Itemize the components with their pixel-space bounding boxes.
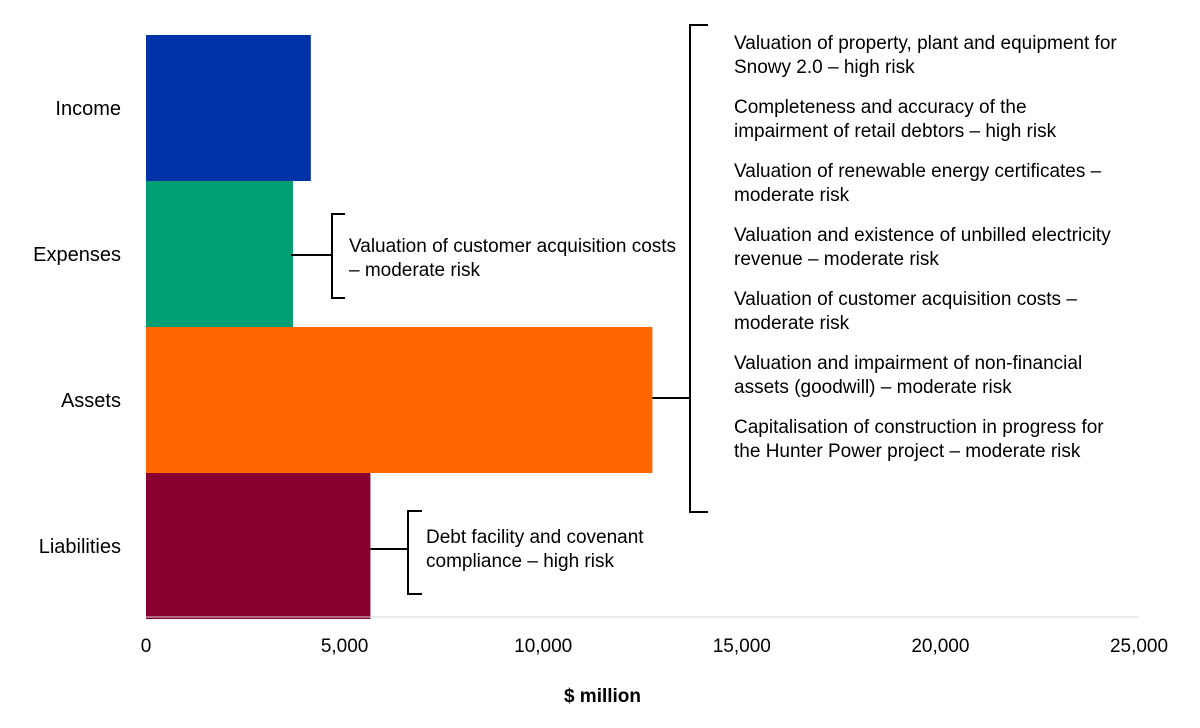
x-tick-label: 0 [141, 636, 152, 657]
x-tick-label: 20,000 [911, 636, 969, 657]
x-tick-label: 15,000 [713, 636, 771, 657]
bar-liabilities [146, 473, 371, 619]
expenses-annotation: Valuation of customer acquisition costs … [349, 235, 679, 283]
x-tick-label: 10,000 [514, 636, 572, 657]
assets-bracket [652, 24, 708, 513]
x-axis-title: $ million [564, 686, 641, 707]
category-label-assets: Assets [61, 390, 121, 412]
category-label-expenses: Expenses [33, 244, 121, 266]
assets-risk-item: Valuation and impairment of non-financia… [734, 353, 1083, 398]
liabilities-bracket [370, 510, 422, 595]
x-tick-label: 25,000 [1110, 636, 1168, 657]
bar-assets [146, 327, 653, 473]
assets-risk-item: Valuation of customer acquisition costs … [734, 289, 1077, 334]
assets-annotation: Valuation of property, plant and equipme… [734, 32, 1119, 464]
assets-risk-item: Capitalisation of construction in progre… [734, 417, 1104, 462]
bar-expenses [146, 181, 293, 327]
expenses-bracket [290, 213, 345, 299]
liabilities-annotation: Debt facility and covenant compliance – … [426, 526, 706, 574]
assets-risk-item: Valuation and existence of unbilled elec… [734, 225, 1111, 270]
expenses-risk-item: Valuation of customer acquisition costs … [349, 236, 677, 281]
assets-risk-item: Valuation of property, plant and equipme… [734, 33, 1117, 78]
category-label-income: Income [55, 98, 121, 120]
liabilities-risk-item: Debt facility and covenant compliance – … [426, 527, 644, 572]
category-label-liabilities: Liabilities [39, 536, 121, 558]
assets-risk-item: Completeness and accuracy of the impairm… [734, 97, 1057, 142]
x-tick-label: 5,000 [321, 636, 369, 657]
assets-risk-item: Valuation of renewable energy certificat… [734, 161, 1102, 206]
bar-income [146, 35, 311, 181]
